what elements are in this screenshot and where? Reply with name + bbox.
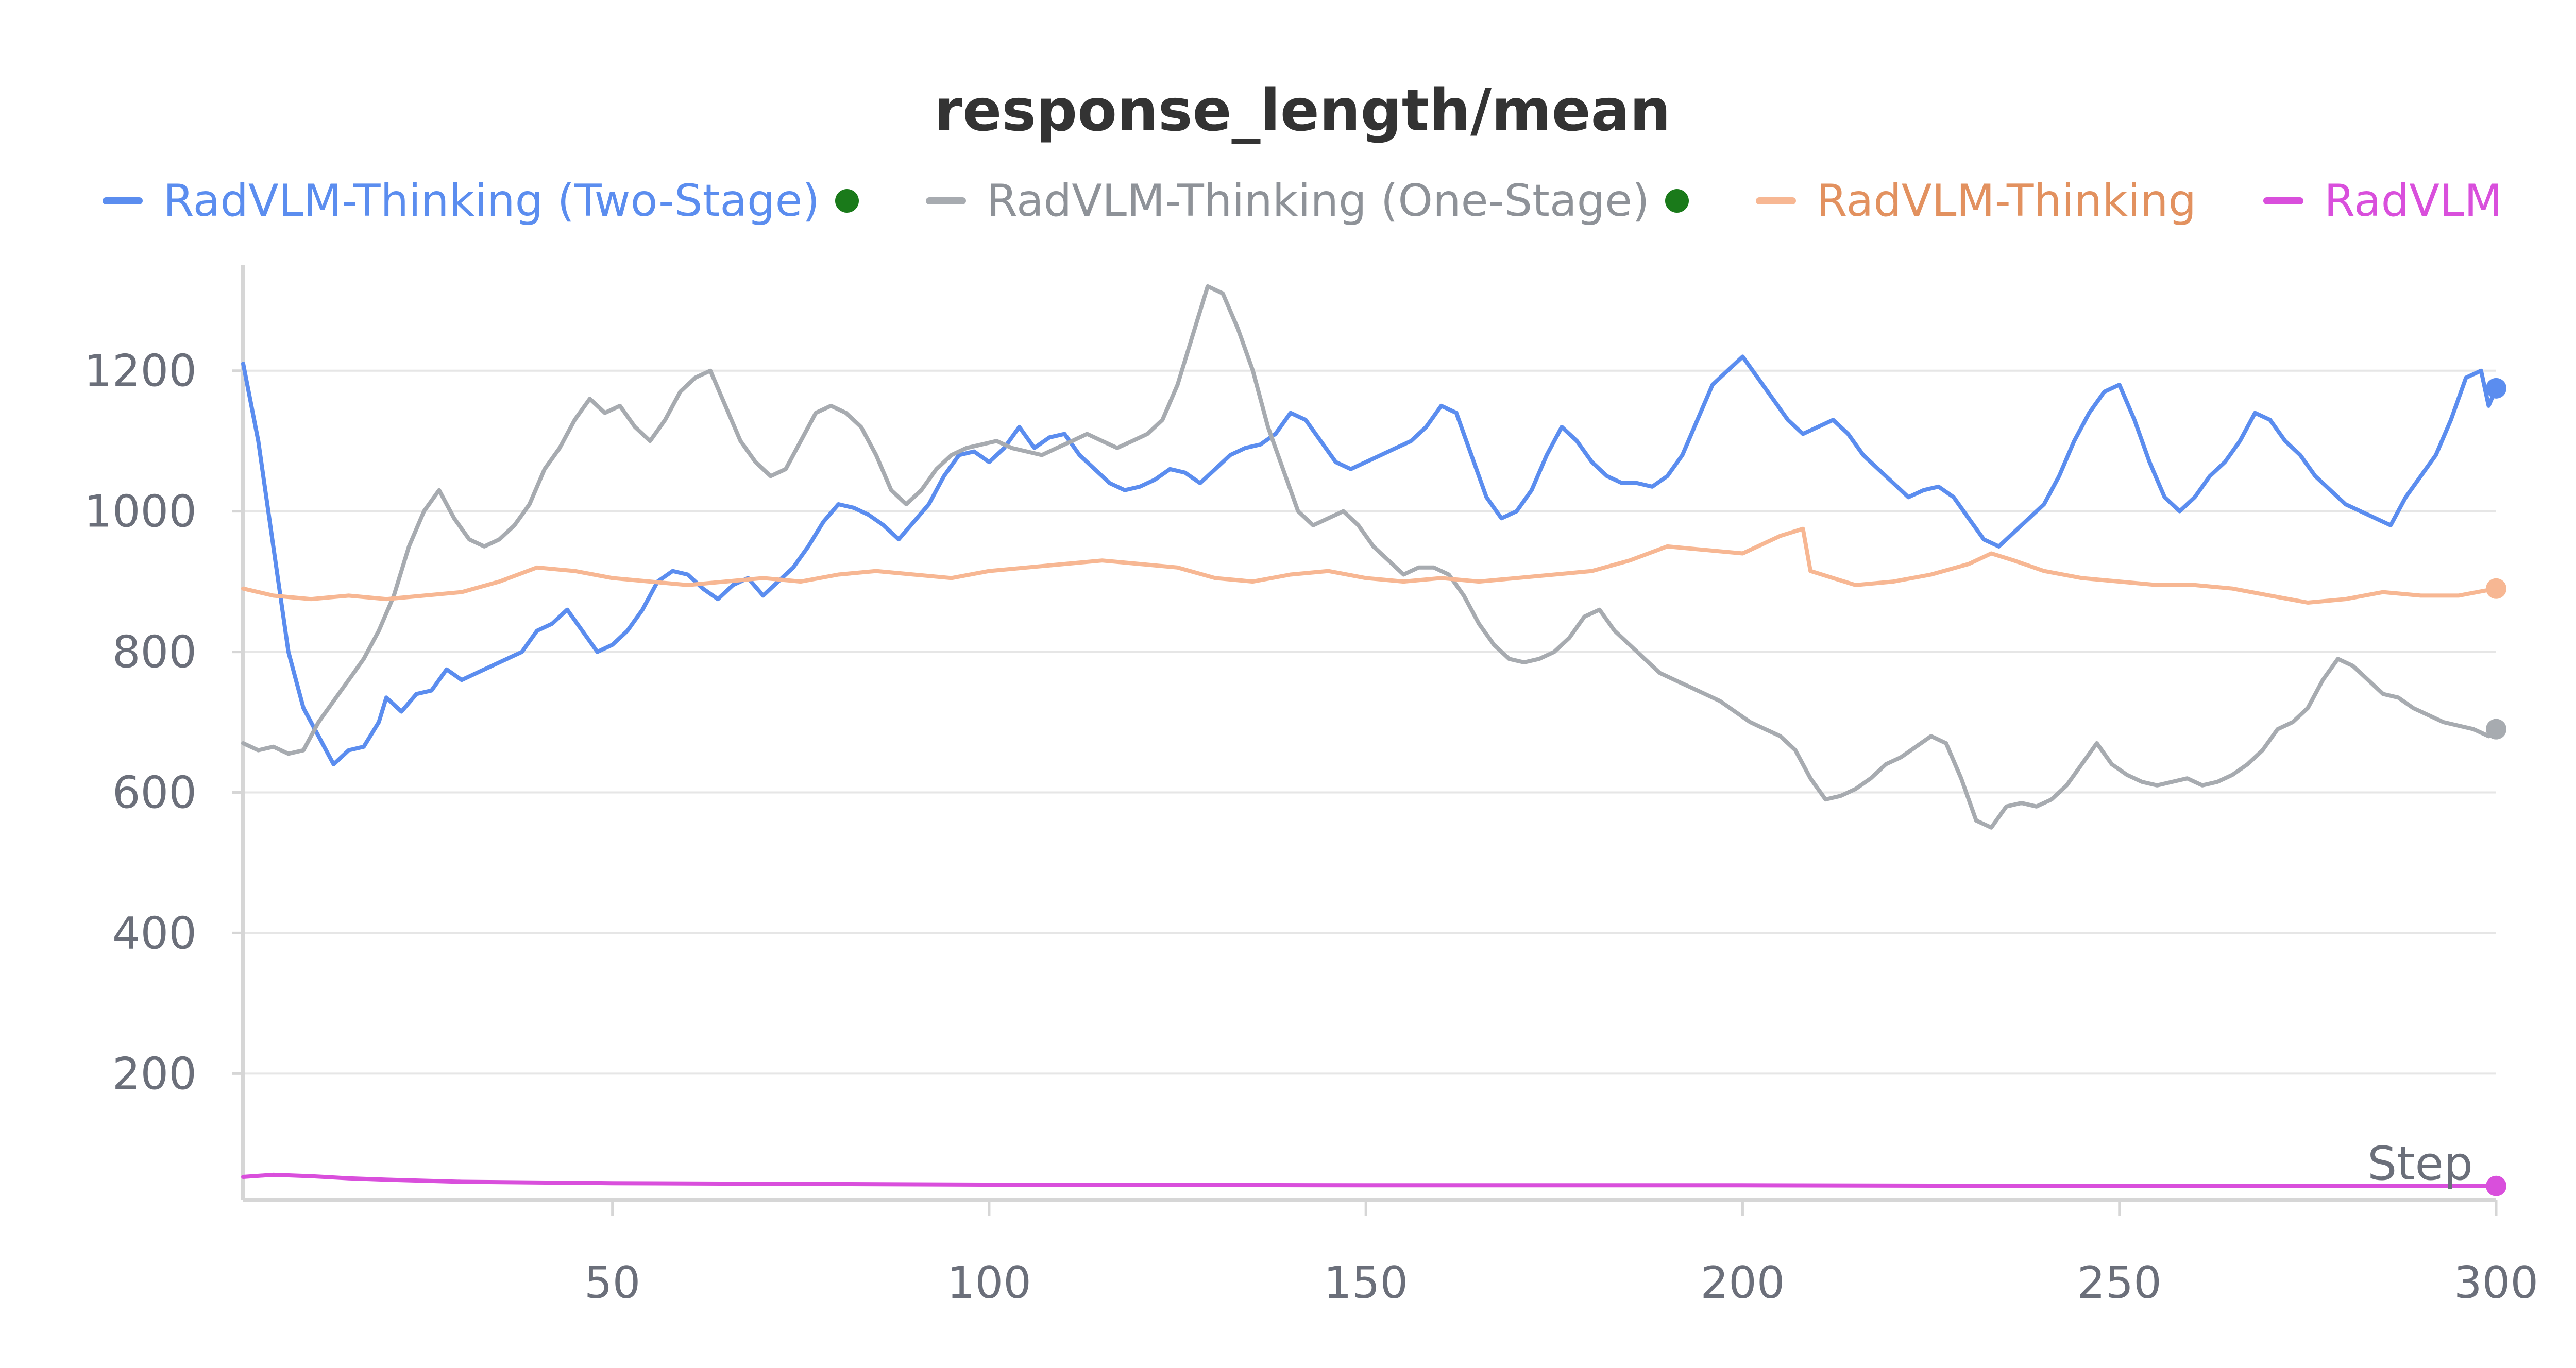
legend-item-radvlm-thinking-one-stage[interactable]: RadVLM-Thinking (One-Stage) — [926, 175, 1689, 227]
legend-label-radvlm: RadVLM — [2324, 175, 2503, 227]
legend-item-radvlm-thinking[interactable]: RadVLM-Thinking — [1755, 175, 2197, 227]
y-tick-label-200: 200 — [112, 1048, 197, 1100]
series-line-radvlm — [241, 1172, 2498, 1188]
series-end-marker-radvlm-thinking-two-stage — [2486, 378, 2506, 399]
chart-legend: RadVLM-Thinking (Two-Stage) RadVLM-Thinki… — [0, 165, 2576, 237]
series-end-marker-radvlm — [2486, 1175, 2506, 1196]
grid-layer — [243, 369, 2496, 1075]
legend-swatch-radvlm-thinking-two-stage — [102, 197, 143, 204]
axis-layer: 200 400 600 800 1000 1200 50 100 150 200 250 300 — [84, 265, 2538, 1309]
x-axis-label: Step — [2367, 1137, 2473, 1191]
x-tick-label-300: 300 — [2454, 1257, 2538, 1309]
y-tick-label-1000: 1000 — [84, 486, 197, 538]
legend-label-radvlm-thinking: RadVLM-Thinking — [1816, 175, 2197, 227]
x-tick-label-100: 100 — [947, 1257, 1031, 1309]
marker-layer — [2486, 378, 2506, 1196]
legend-swatch-radvlm-thinking-one-stage — [926, 197, 967, 204]
legend-status-dot-radvlm-thinking-two-stage — [835, 189, 859, 213]
series-end-marker-radvlm-thinking-one-stage — [2486, 719, 2506, 740]
x-tick-label-50: 50 — [584, 1257, 640, 1309]
x-tick-label-250: 250 — [2077, 1257, 2162, 1309]
series-layer — [241, 284, 2498, 1188]
x-tick-label-150: 150 — [1324, 1257, 1408, 1309]
legend-label-radvlm-thinking-two-stage: RadVLM-Thinking (Two-Stage) — [163, 175, 820, 227]
legend-status-dot-radvlm-thinking-one-stage — [1665, 189, 1689, 213]
y-tick-label-600: 600 — [112, 767, 197, 818]
y-tick-label-1200: 1200 — [84, 346, 197, 397]
y-tick-label-800: 800 — [112, 627, 197, 678]
legend-swatch-radvlm — [2263, 197, 2304, 204]
legend-item-radvlm[interactable]: RadVLM — [2263, 175, 2502, 227]
series-line-radvlm-thinking — [241, 526, 2498, 605]
legend-item-radvlm-thinking-two-stage[interactable]: RadVLM-Thinking (Two-Stage) — [102, 175, 859, 227]
series-line-radvlm-thinking-one-stage — [241, 284, 2498, 830]
legend-swatch-radvlm-thinking — [1755, 197, 1796, 204]
legend-label-radvlm-thinking-one-stage: RadVLM-Thinking (One-Stage) — [987, 175, 1650, 227]
series-end-marker-radvlm-thinking — [2486, 578, 2506, 599]
x-tick-label-200: 200 — [1700, 1257, 1785, 1309]
y-tick-label-400: 400 — [112, 908, 197, 959]
chart-title: response_length/mean — [934, 77, 1671, 144]
series-line-radvlm-thinking-two-stage — [241, 354, 2498, 766]
